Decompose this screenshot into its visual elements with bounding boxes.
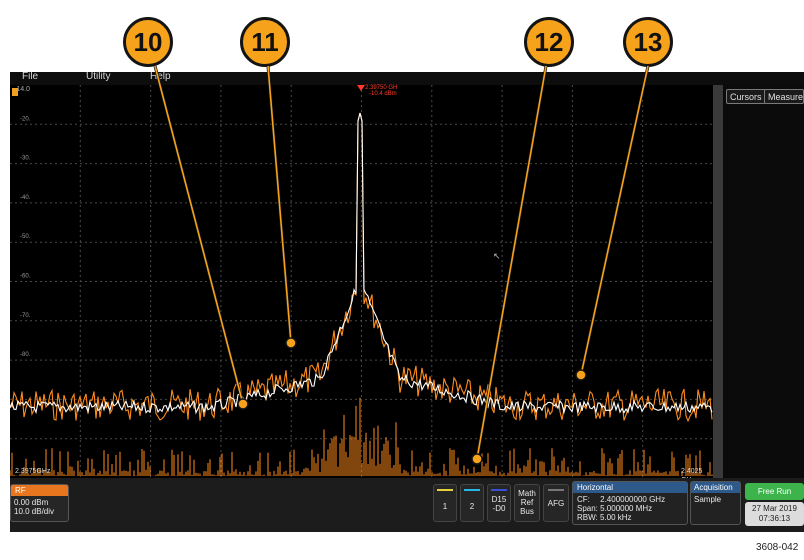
- callout-label: 13: [633, 26, 663, 57]
- channel-2-label: 2: [469, 502, 475, 511]
- channel-1-color: [437, 489, 453, 491]
- white-trace: [9, 112, 713, 415]
- callout-10: 10: [123, 17, 173, 67]
- grid-level-label: -50.: [20, 234, 31, 240]
- afg-color: [548, 489, 564, 491]
- digital-label-2: -D0: [492, 504, 506, 513]
- cursors-button[interactable]: Cursors: [726, 89, 766, 104]
- mouse-pointer-icon: ↖: [493, 251, 501, 261]
- traces: [9, 112, 713, 476]
- afg-button[interactable]: AFG: [543, 484, 569, 522]
- menu-bar: File Utility Help: [10, 71, 804, 85]
- digital-channels-color: [491, 489, 507, 491]
- digital-label-1: D15: [491, 495, 507, 504]
- grid-level-label: -40.: [20, 195, 31, 201]
- channel-1-label: 1: [442, 502, 448, 511]
- leader-line-10-fill: [154, 65, 244, 405]
- acquisition-badge[interactable]: Acquisition Sample: [690, 481, 741, 525]
- horizontal-title: Horizontal: [573, 482, 687, 493]
- date-text: 27 Mar 2019: [752, 504, 797, 513]
- horizontal-rbw: RBW: 5.00 kHz: [577, 513, 632, 522]
- settings-bar: RF 0.00 dBm 10.0 dB/div 1 2 D15 -D0 Math…: [10, 478, 804, 532]
- oscilloscope-window: File Utility Help -20. -30. -40. -50. -60. -7…: [9, 71, 804, 532]
- callout-label: 10: [133, 26, 163, 57]
- figure-id: 3608-042: [756, 542, 799, 553]
- leader-line-11-fill: [267, 65, 292, 344]
- leader-dot-12: [471, 453, 483, 465]
- menu-file[interactable]: File: [22, 71, 39, 82]
- horizontal-badge[interactable]: Horizontal CF: 2.400000000 GHz Span: 5.0…: [572, 481, 688, 525]
- graticule: -20. -30. -40. -50. -60. -70. -80.: [10, 85, 713, 478]
- callout-11: 11: [240, 17, 290, 67]
- leader-line-12-fill: [476, 65, 547, 460]
- low-level-trace: [9, 397, 713, 476]
- scroll-strip[interactable]: [713, 85, 723, 478]
- time-text: 07:36:13: [758, 514, 791, 523]
- date-time-display[interactable]: 27 Mar 2019 07:36:13: [745, 502, 804, 526]
- callout-label: 12: [534, 26, 564, 57]
- horizontal-cf-value: 2.400000000 GHz: [600, 495, 666, 504]
- grid-level-label: -70.: [20, 313, 31, 319]
- leader-dot-11: [285, 337, 297, 349]
- leader-dot-10: [237, 398, 249, 410]
- leader-line-13-fill: [580, 65, 649, 376]
- grid-level-label: -30.: [20, 156, 31, 162]
- callout-label: 11: [251, 26, 279, 57]
- channel-2-button[interactable]: 2: [460, 484, 484, 522]
- horizontal-span: Span: 5.000000 MHz: [577, 504, 653, 513]
- grid-level-label: -80.: [20, 352, 31, 358]
- grid-level-label: -60.: [20, 274, 31, 280]
- channel-2-color: [464, 489, 480, 491]
- acquisition-mode: Sample: [694, 495, 722, 504]
- horizontal-cf-label: CF:: [577, 495, 590, 504]
- marker-readout-2: -10.4 dBm: [369, 91, 397, 97]
- spectrum-plot[interactable]: -20. -30. -40. -50. -60. -70. -80. -14.0 2.397…: [9, 85, 713, 484]
- afg-label: AFG: [547, 499, 565, 508]
- rf-badge-title: RF: [11, 485, 68, 496]
- free-run-button[interactable]: Free Run: [745, 483, 804, 500]
- results-panel: Cursors Measure: [723, 85, 804, 478]
- ref-level: -14.0: [14, 86, 30, 93]
- ref-label: Ref: [520, 498, 534, 507]
- rf-ref-level: 0.00 dBm: [14, 498, 49, 507]
- math-label: Math: [518, 489, 536, 498]
- channel-1-button[interactable]: 1: [433, 484, 457, 522]
- callout-12: 12: [524, 17, 574, 67]
- ref-level-marker-icon[interactable]: [12, 88, 18, 96]
- menu-utility[interactable]: Utility: [86, 71, 111, 82]
- rf-badge[interactable]: RF 0.00 dBm 10.0 dB/div: [10, 484, 69, 522]
- math-ref-bus-button[interactable]: Math Ref Bus: [514, 484, 540, 522]
- grid-level-label: -20.: [20, 116, 31, 122]
- callout-13: 13: [623, 17, 673, 67]
- marker-icon[interactable]: [357, 85, 365, 91]
- digital-channels-button[interactable]: D15 -D0: [487, 484, 511, 522]
- menu-help[interactable]: Help: [150, 71, 171, 82]
- spectrum-svg: -20. -30. -40. -50. -60. -70. -80.: [9, 85, 713, 478]
- acquisition-title: Acquisition: [691, 482, 740, 493]
- bus-label: Bus: [520, 507, 534, 516]
- start-frequency: 2.3975GHz: [15, 468, 51, 475]
- leader-dot-13: [575, 369, 587, 381]
- marker-readout-1: 2.39750 GH: [365, 85, 398, 91]
- rf-scale: 10.0 dB/div: [14, 507, 55, 516]
